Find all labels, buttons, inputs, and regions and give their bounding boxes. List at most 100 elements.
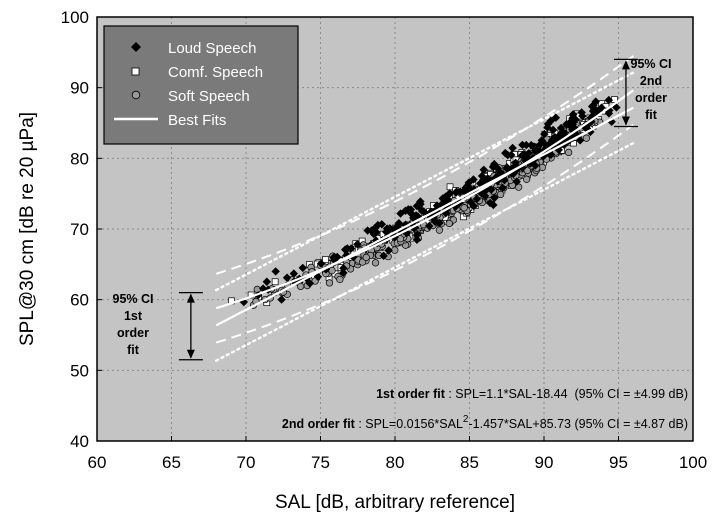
point-loud-speech [343,244,352,253]
point-loud-speech [416,199,425,209]
point-loud-speech [587,102,597,111]
best-fit-lines [215,55,635,362]
point-loud-speech [402,228,411,238]
point-soft-speech [325,279,334,287]
point-soft-speech [496,190,505,199]
point-loud-speech [518,140,527,150]
point-soft-speech [297,282,305,291]
y-tick-label: 100 [61,8,89,27]
ci-1st-arrowhead-top [186,293,195,303]
point-loud-speech [612,103,621,112]
point-soft-speech [336,275,344,284]
point-loud-speech [607,117,616,126]
point-soft-speech [523,166,531,175]
point-soft-speech [371,259,380,267]
legend-soft-label: Soft Speech [168,88,250,105]
legend-loud-label: Loud Speech [168,40,256,57]
point-loud-speech [540,139,549,148]
y-axis-label: SPL@30 cm [dB re 20 µPa] [17,112,38,346]
fit-line-2nd-order [215,89,635,310]
ci-2nd-label-1: 95% CI [631,57,672,71]
point-loud-speech [369,229,379,239]
point-loud-speech [536,140,545,149]
point-soft-speech [522,175,531,183]
point-soft-speech [445,219,453,228]
ci-1st-arrowhead-bottom [186,349,195,359]
point-loud-speech [487,185,496,194]
point-loud-speech [298,263,307,273]
point-loud-speech [289,269,299,278]
y-tick-label: 60 [70,291,89,310]
point-loud-speech [409,213,418,223]
point-loud-speech [511,158,520,168]
ci-1st-label-1: 95% CI [113,292,154,306]
x-tick-label: 95 [609,453,628,472]
point-comf-speech [271,278,279,286]
point-loud-speech [353,240,362,249]
point-loud-speech [566,133,576,143]
legend-comf-label: Comf. Speech [168,64,263,81]
fit-equation-2nd-post: -1.457*SAL+85.73 (95% CI = ±4.87 dB) [468,417,688,431]
point-soft-speech [253,285,261,294]
point-loud-speech [445,189,454,198]
point-loud-speech [384,246,393,255]
point-loud-speech [282,273,292,282]
point-loud-speech [490,193,499,203]
x-tick-label: 65 [162,453,181,472]
point-loud-speech [503,150,512,160]
ci-2nd-label-4: fit [645,108,658,122]
point-loud-speech [367,226,376,235]
y-tick-label: 40 [70,432,89,451]
fit-ci-lower-2nd-order [215,123,634,344]
y-tick-label: 70 [70,220,89,239]
point-loud-speech [553,132,563,142]
point-loud-speech [271,267,280,276]
point-loud-speech [531,161,540,170]
ci-1st-annotation: 95% CI 1st order fit [113,291,203,361]
fit-equation-2nd-pre: : SPL=0.0156*SAL [355,417,463,431]
legend-fit-label: Best Fits [168,112,226,129]
fit-equation-1st-text: : SPL=1.1*SAL-18.44 (95% CI = ±4.99 dB) [445,387,688,401]
point-loud-speech [466,197,475,207]
point-loud-speech [498,183,507,193]
point-loud-speech [479,165,488,174]
legend-soft-marker [131,90,141,100]
point-loud-speech [377,220,387,229]
fit-line-1st-order [215,106,634,327]
fit-equation-2nd-sup: 2 [463,414,469,425]
fit-ci-upper-1st-order [215,71,635,292]
point-loud-speech [435,218,444,228]
point-loud-speech [441,208,450,218]
point-loud-speech [589,106,598,115]
point-loud-speech [568,120,577,129]
point-loud-speech [575,136,585,145]
ci-2nd-label-2: 2nd [640,74,662,88]
x-tick-label: 70 [237,453,256,472]
point-loud-speech [393,221,403,230]
x-tick-label: 100 [679,453,707,472]
point-loud-speech [373,220,383,230]
point-loud-speech [592,107,602,116]
point-loud-speech [546,138,555,148]
point-loud-speech [419,207,428,216]
point-loud-speech [543,119,553,129]
point-soft-speech [460,204,468,212]
x-tick-label: 60 [88,453,107,472]
point-loud-speech [339,268,348,278]
point-loud-speech [424,221,434,231]
point-loud-speech [413,230,422,239]
fit-equation-2nd-label: 2nd order fit [282,417,356,431]
point-loud-speech [382,224,392,233]
point-loud-speech [451,188,461,197]
point-loud-speech [590,110,600,119]
point-loud-speech [277,295,286,304]
x-axis-label: SAL [dB, arbitrary reference] [275,492,515,513]
x-tick-label: 80 [386,453,405,472]
point-comf-speech [446,183,454,191]
legend-comf-marker [131,67,140,76]
point-loud-speech [316,259,326,268]
fit-ci-lower-1st-order [215,141,635,362]
point-loud-speech [581,123,591,133]
ci-1st-label-4: fit [127,343,140,357]
point-loud-speech [586,127,595,137]
